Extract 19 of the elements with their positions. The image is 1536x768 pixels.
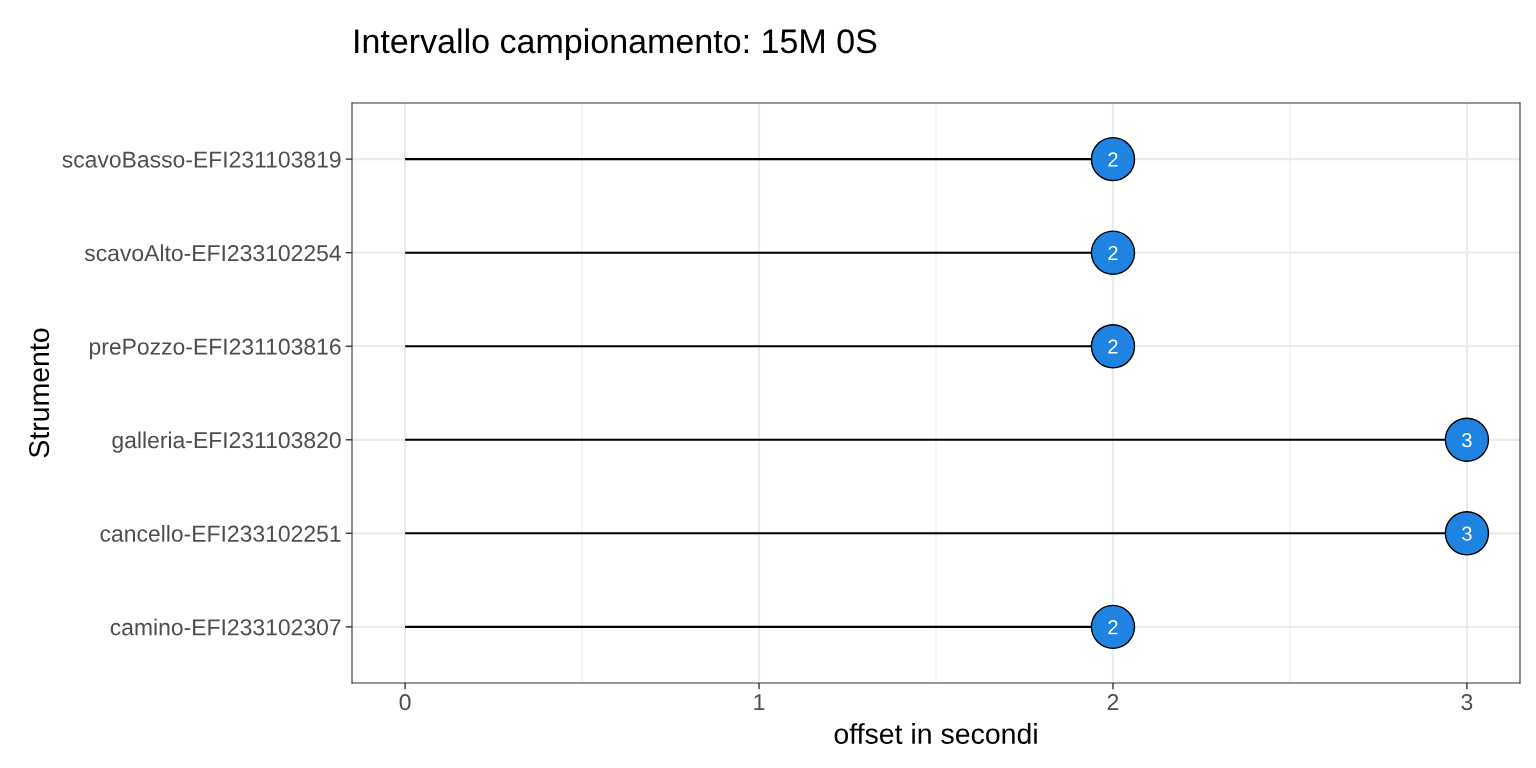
x-tick-label: 3 <box>1461 694 1473 711</box>
data-label: 3 <box>1462 433 1472 448</box>
x-tick-label: 2 <box>1107 694 1119 711</box>
x-tick-label: 0 <box>399 694 411 711</box>
y-axis-title: Strumento <box>29 328 50 458</box>
data-label: 2 <box>1108 620 1118 635</box>
y-tick-label: galleria-EFI231103820 <box>112 431 341 453</box>
y-tick-label: cancello-EFI233102251 <box>100 525 341 542</box>
y-tick-label: scavoBasso-EFI231103819 <box>62 151 341 168</box>
data-label: 2 <box>1108 152 1118 167</box>
data-label: 2 <box>1108 339 1118 354</box>
y-tick-label: camino-EFI233102307 <box>110 618 341 636</box>
data-label: 3 <box>1462 526 1472 541</box>
x-axis-title: offset in secondi <box>834 723 1037 745</box>
data-label: 2 <box>1108 245 1118 260</box>
chart-title: Intervallo campionamento: 15M 0S <box>355 28 877 61</box>
x-tick-label: 1 <box>754 694 765 711</box>
y-tick-label: scavoAlto-EFI233102254 <box>84 244 341 262</box>
y-tick-label: prePozzo-EFI231103816 <box>89 338 341 360</box>
